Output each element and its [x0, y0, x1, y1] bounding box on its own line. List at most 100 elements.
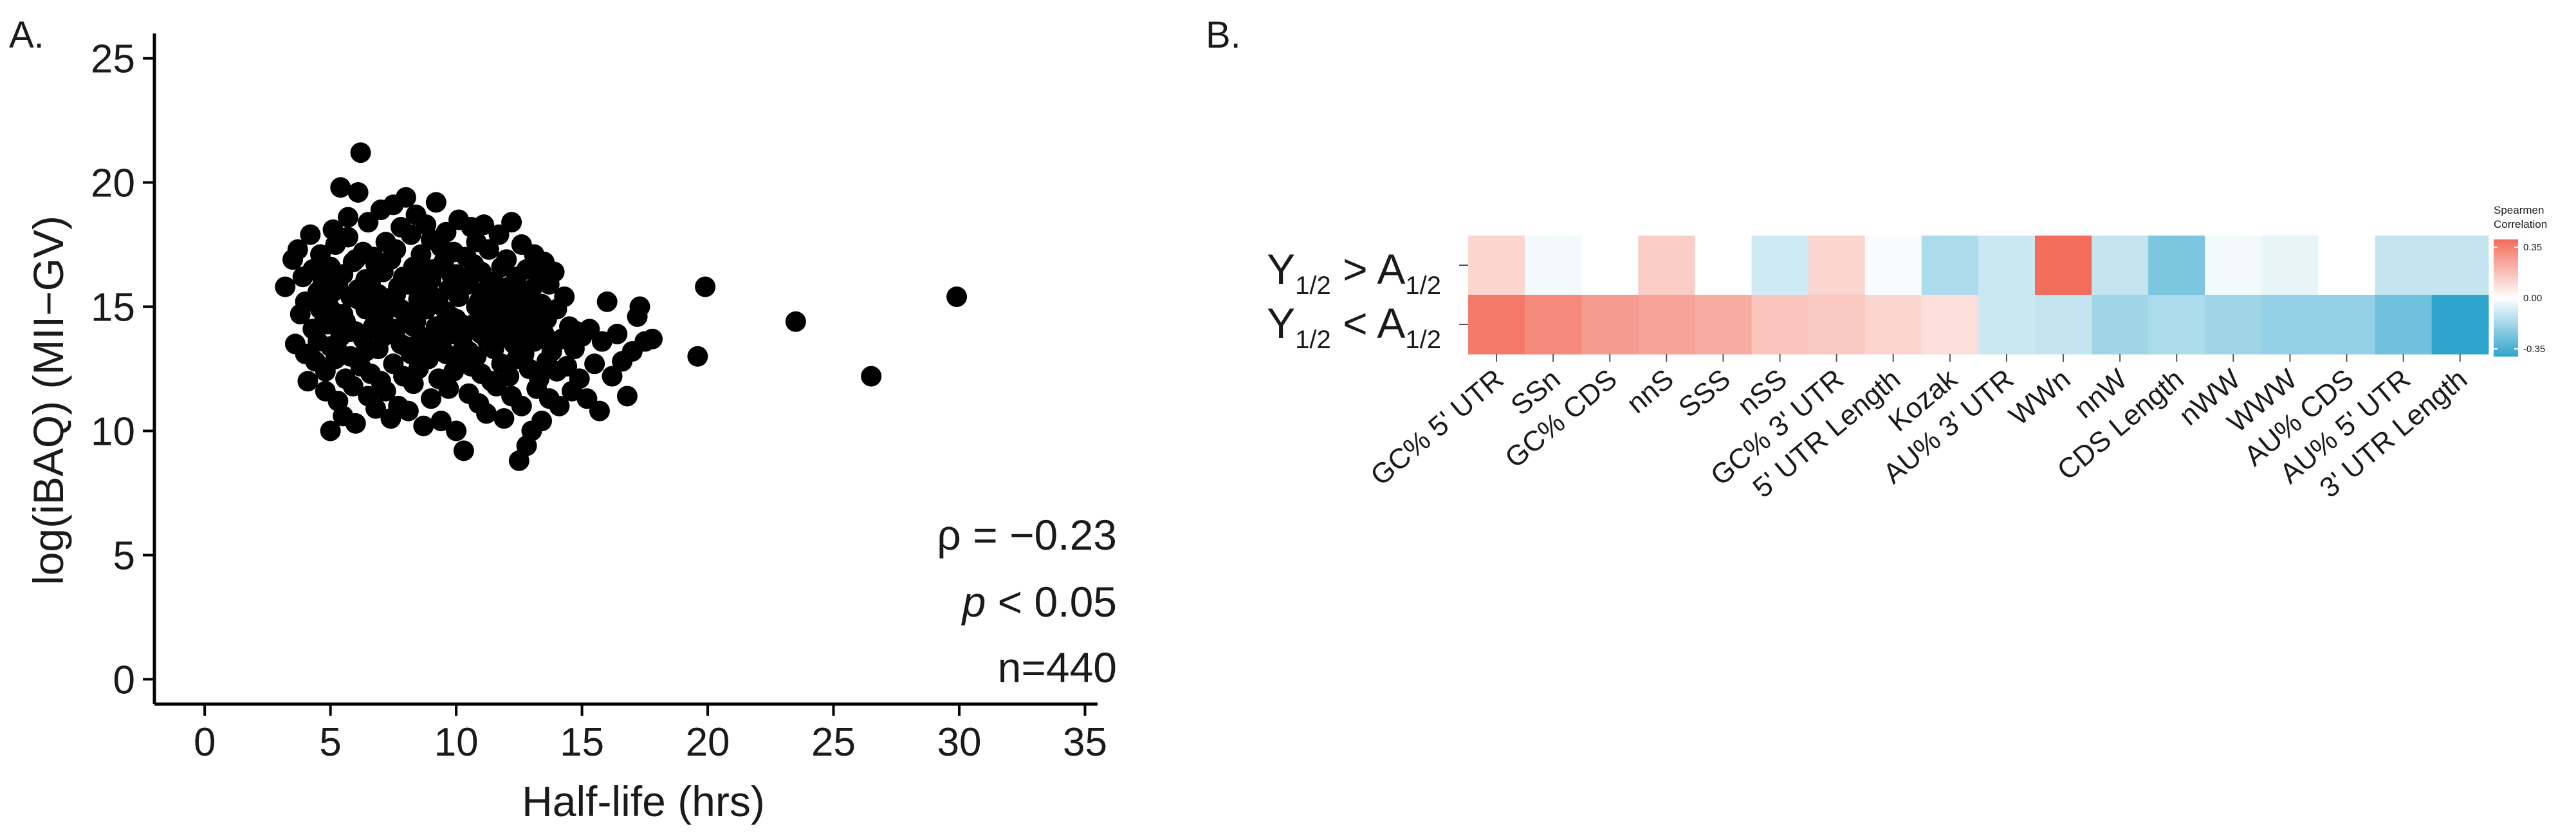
heatmap-cell	[1921, 236, 1979, 295]
y-tick-label: 10	[91, 409, 135, 454]
scatter-point	[338, 227, 359, 248]
n-annotation: n=440	[998, 644, 1117, 691]
scatter-plot: 0 5 10 15 20 25 0 5 10 15 20 25 30 35 Half-life (hrs…	[24, 33, 1117, 825]
heatmap-cell	[1638, 295, 1695, 355]
scatter-point	[403, 316, 424, 337]
x-tick-label: 30	[937, 720, 982, 765]
scatter-point	[327, 340, 349, 362]
scatter-point	[395, 187, 416, 208]
scatter-point	[861, 366, 882, 387]
scatter-point	[338, 207, 359, 228]
p-symbol: p	[961, 578, 986, 626]
legend-title-line2: Correlation	[2494, 218, 2547, 230]
heatmap-cell	[1751, 236, 1809, 295]
scatter-point	[430, 411, 452, 432]
heatmap-cell	[2318, 236, 2376, 295]
scatter-point	[496, 249, 517, 270]
heatmap-cell	[1808, 295, 1866, 355]
y-tick-label: 5	[113, 534, 135, 578]
heatmap-cell	[1921, 295, 1979, 355]
scatter-point	[370, 299, 391, 320]
heatmap-cell	[1808, 236, 1866, 295]
scatter-point	[436, 343, 457, 364]
heatmap-cell	[1468, 295, 1525, 355]
heatmap-cell	[2092, 295, 2149, 355]
heatmap-cell	[1525, 295, 1582, 355]
row-label-y-greater-a: Y1/2 > A1/2	[1267, 245, 1441, 300]
scatter-point	[531, 411, 553, 432]
scatter-point	[629, 296, 650, 317]
scatter-point	[340, 321, 361, 342]
x-tick-label: 35	[1063, 720, 1107, 765]
scatter-point	[322, 281, 344, 303]
scatter-point	[345, 413, 366, 434]
column-label: GC% 5' UTR	[1365, 363, 1509, 492]
scatter-point	[453, 440, 474, 461]
scatter-point	[330, 177, 351, 198]
scatter-point	[400, 224, 421, 245]
scatter-point	[297, 371, 318, 392]
scatter-point	[360, 271, 382, 292]
heatmap-cell	[1864, 236, 1922, 295]
heatmap-cell	[1468, 236, 1525, 295]
scatter-point	[785, 311, 806, 332]
heatmap-cell	[1695, 236, 1753, 295]
heatmap-cell	[1581, 295, 1639, 355]
heatmap-cell	[2035, 295, 2092, 355]
y-tick-label: 0	[113, 658, 135, 702]
scatter-point	[576, 388, 598, 409]
heatmap-cell	[2261, 236, 2319, 295]
scatter-point	[616, 386, 638, 407]
scatter-point	[345, 249, 366, 270]
y-tick-label: 20	[91, 162, 135, 206]
scatter-point	[602, 366, 623, 387]
scatter-point	[544, 261, 565, 283]
scatter-point	[438, 378, 459, 399]
heatmap-cell	[2431, 295, 2489, 355]
legend-tick-max: 0.35	[2523, 242, 2542, 253]
scatter-point	[398, 400, 419, 422]
scatter-point	[478, 239, 499, 260]
legend-color-bar	[2494, 239, 2518, 357]
scatter-point	[408, 261, 429, 283]
y-tick-label: 25	[91, 37, 135, 82]
column-label: GC% CDS	[1499, 363, 1623, 474]
scatter-point	[446, 264, 467, 285]
panel-label-b: B.	[1206, 14, 1241, 56]
scatter-point	[333, 304, 354, 325]
scatter-point	[317, 313, 338, 335]
p-value-text: < 0.05	[986, 578, 1117, 626]
column-label: WWn	[2003, 363, 2077, 432]
heatmap-cell	[1864, 295, 1922, 355]
legend-tick-zero: 0.00	[2523, 293, 2542, 304]
scatter-point	[433, 321, 454, 342]
x-tick-label: 20	[686, 720, 730, 765]
scatter-point	[511, 395, 532, 416]
scatter-point	[474, 281, 495, 303]
panel-label-a: A.	[9, 14, 44, 56]
heatmap-cell	[1525, 236, 1582, 295]
scatter-point	[320, 420, 341, 442]
heatmap: Y1/2 > A1/2 Y1/2 < A1/2 GC% 5' UTRSSnGC%…	[1267, 204, 2547, 504]
scatter-point	[488, 224, 510, 245]
scatter-point	[529, 368, 550, 389]
y-tick-label: 15	[91, 286, 135, 330]
heatmap-cell	[1638, 236, 1695, 295]
scatter-point	[589, 400, 610, 422]
heatmap-cell	[2375, 236, 2433, 295]
heatmap-cell	[2092, 236, 2149, 295]
heatmap-row-ticks	[1459, 265, 1468, 325]
scatter-point	[474, 214, 495, 236]
heatmap-cell	[1978, 236, 2036, 295]
column-label: SSS	[1673, 363, 1736, 424]
scatter-point	[300, 224, 321, 245]
scatter-point	[425, 192, 446, 213]
heatmap-cell	[2205, 295, 2262, 355]
heatmap-cell	[1581, 236, 1639, 295]
y-axis-title: log(iBAQ) (MII−GV)	[24, 216, 72, 585]
heatmap-cell	[2375, 295, 2433, 355]
rho-annotation: ρ = −0.23	[937, 511, 1117, 559]
scatter-point	[287, 239, 308, 260]
heatmap-cell	[2261, 295, 2319, 355]
